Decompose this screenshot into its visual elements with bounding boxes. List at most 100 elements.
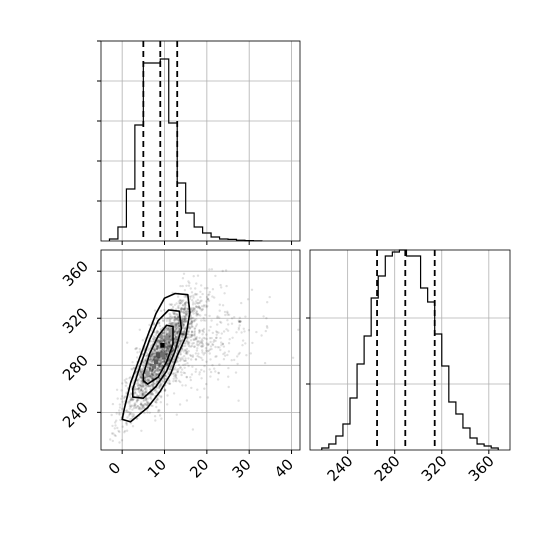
scatter-point xyxy=(184,359,188,362)
scatter-point xyxy=(157,322,161,325)
scatter-point xyxy=(181,333,185,336)
scatter-point xyxy=(205,300,208,303)
scatter-point xyxy=(214,370,217,373)
scatter-point xyxy=(147,349,151,352)
scatter-point xyxy=(150,352,154,355)
scatter-point xyxy=(139,403,143,406)
scatter-point xyxy=(171,348,175,351)
scatter-point xyxy=(139,393,142,396)
scatter-point xyxy=(136,381,139,384)
scatter-point xyxy=(157,367,160,370)
scatter-point xyxy=(188,342,191,345)
scatter-point xyxy=(178,302,181,305)
scatter-point xyxy=(189,339,193,342)
scatter-point xyxy=(151,383,154,386)
scatter-point xyxy=(198,371,201,374)
scatter-point xyxy=(183,318,186,321)
scatter-point xyxy=(184,308,187,311)
scatter-point xyxy=(151,374,154,377)
scatter-point xyxy=(168,342,171,346)
scatter-point xyxy=(167,334,170,337)
scatter-point xyxy=(196,306,200,309)
scatter-point xyxy=(162,347,166,350)
scatter-point xyxy=(157,365,161,369)
scatter-point xyxy=(179,339,182,342)
scatter-point xyxy=(210,268,214,271)
scatter-point xyxy=(161,357,165,360)
scatter-point xyxy=(164,348,168,352)
scatter-point xyxy=(177,344,180,348)
scatter-point xyxy=(151,340,154,343)
scatter-point xyxy=(154,343,157,347)
scatter-point xyxy=(177,328,181,331)
scatter-point xyxy=(142,398,146,402)
scatter-point xyxy=(184,349,187,352)
scatter-point xyxy=(163,389,167,393)
scatter-point xyxy=(146,365,149,369)
scatter-point xyxy=(165,364,169,367)
scatter-point xyxy=(121,425,124,428)
scatter-point xyxy=(195,282,198,285)
scatter-point xyxy=(168,312,171,316)
scatter-point xyxy=(144,358,147,361)
scatter-point xyxy=(202,344,205,347)
scatter-point xyxy=(181,317,184,320)
scatter-point xyxy=(148,368,152,371)
scatter-point xyxy=(161,338,165,341)
scatter-point xyxy=(148,379,151,382)
scatter-point xyxy=(158,363,162,367)
scatter-point xyxy=(167,344,171,348)
scatter-point xyxy=(198,373,201,376)
scatter-point xyxy=(190,324,194,327)
scatter-point xyxy=(153,355,156,358)
scatter-point xyxy=(154,369,157,372)
scatter-point xyxy=(190,333,193,337)
scatter-point xyxy=(149,385,152,388)
scatter-point xyxy=(153,349,157,353)
scatter-point xyxy=(115,388,119,391)
scatter-point xyxy=(214,339,217,343)
scatter-point xyxy=(181,338,185,341)
scatter-point xyxy=(153,355,156,358)
scatter-point xyxy=(157,339,160,342)
scatter-point xyxy=(193,327,197,330)
scatter-point xyxy=(140,407,143,411)
scatter-point xyxy=(152,373,155,376)
scatter-point xyxy=(209,345,213,348)
scatter-point xyxy=(164,341,167,345)
scatter-point xyxy=(188,327,191,330)
scatter-point xyxy=(159,350,163,353)
scatter-point xyxy=(158,362,161,365)
scatter-point xyxy=(189,322,192,325)
scatter-point xyxy=(189,345,193,348)
scatter-point xyxy=(167,343,170,347)
scatter-point xyxy=(209,358,212,361)
scatter-point xyxy=(168,340,171,343)
scatter-point xyxy=(143,378,146,381)
scatter-point xyxy=(163,348,166,352)
scatter-point xyxy=(157,364,161,368)
scatter-point xyxy=(150,359,153,362)
scatter-point xyxy=(151,327,154,330)
scatter-point xyxy=(151,373,155,376)
scatter-point xyxy=(201,349,204,352)
scatter-point xyxy=(184,311,187,314)
scatter-point xyxy=(164,355,168,359)
scatter-point xyxy=(146,363,150,366)
scatter-point xyxy=(187,284,191,287)
scatter-point xyxy=(162,370,166,374)
scatter-point xyxy=(238,320,241,323)
scatter-point xyxy=(155,357,158,360)
scatter-point xyxy=(164,340,167,343)
scatter-point xyxy=(237,399,240,402)
scatter-point xyxy=(160,365,163,368)
scatter-point xyxy=(211,343,214,346)
scatter-point xyxy=(175,332,179,335)
scatter-point xyxy=(175,326,178,329)
scatter-point xyxy=(149,396,152,399)
scatter-point xyxy=(121,400,124,403)
scatter-point xyxy=(167,344,170,347)
scatter-point xyxy=(154,333,157,337)
scatter-point xyxy=(164,354,168,357)
scatter-point xyxy=(146,375,149,379)
